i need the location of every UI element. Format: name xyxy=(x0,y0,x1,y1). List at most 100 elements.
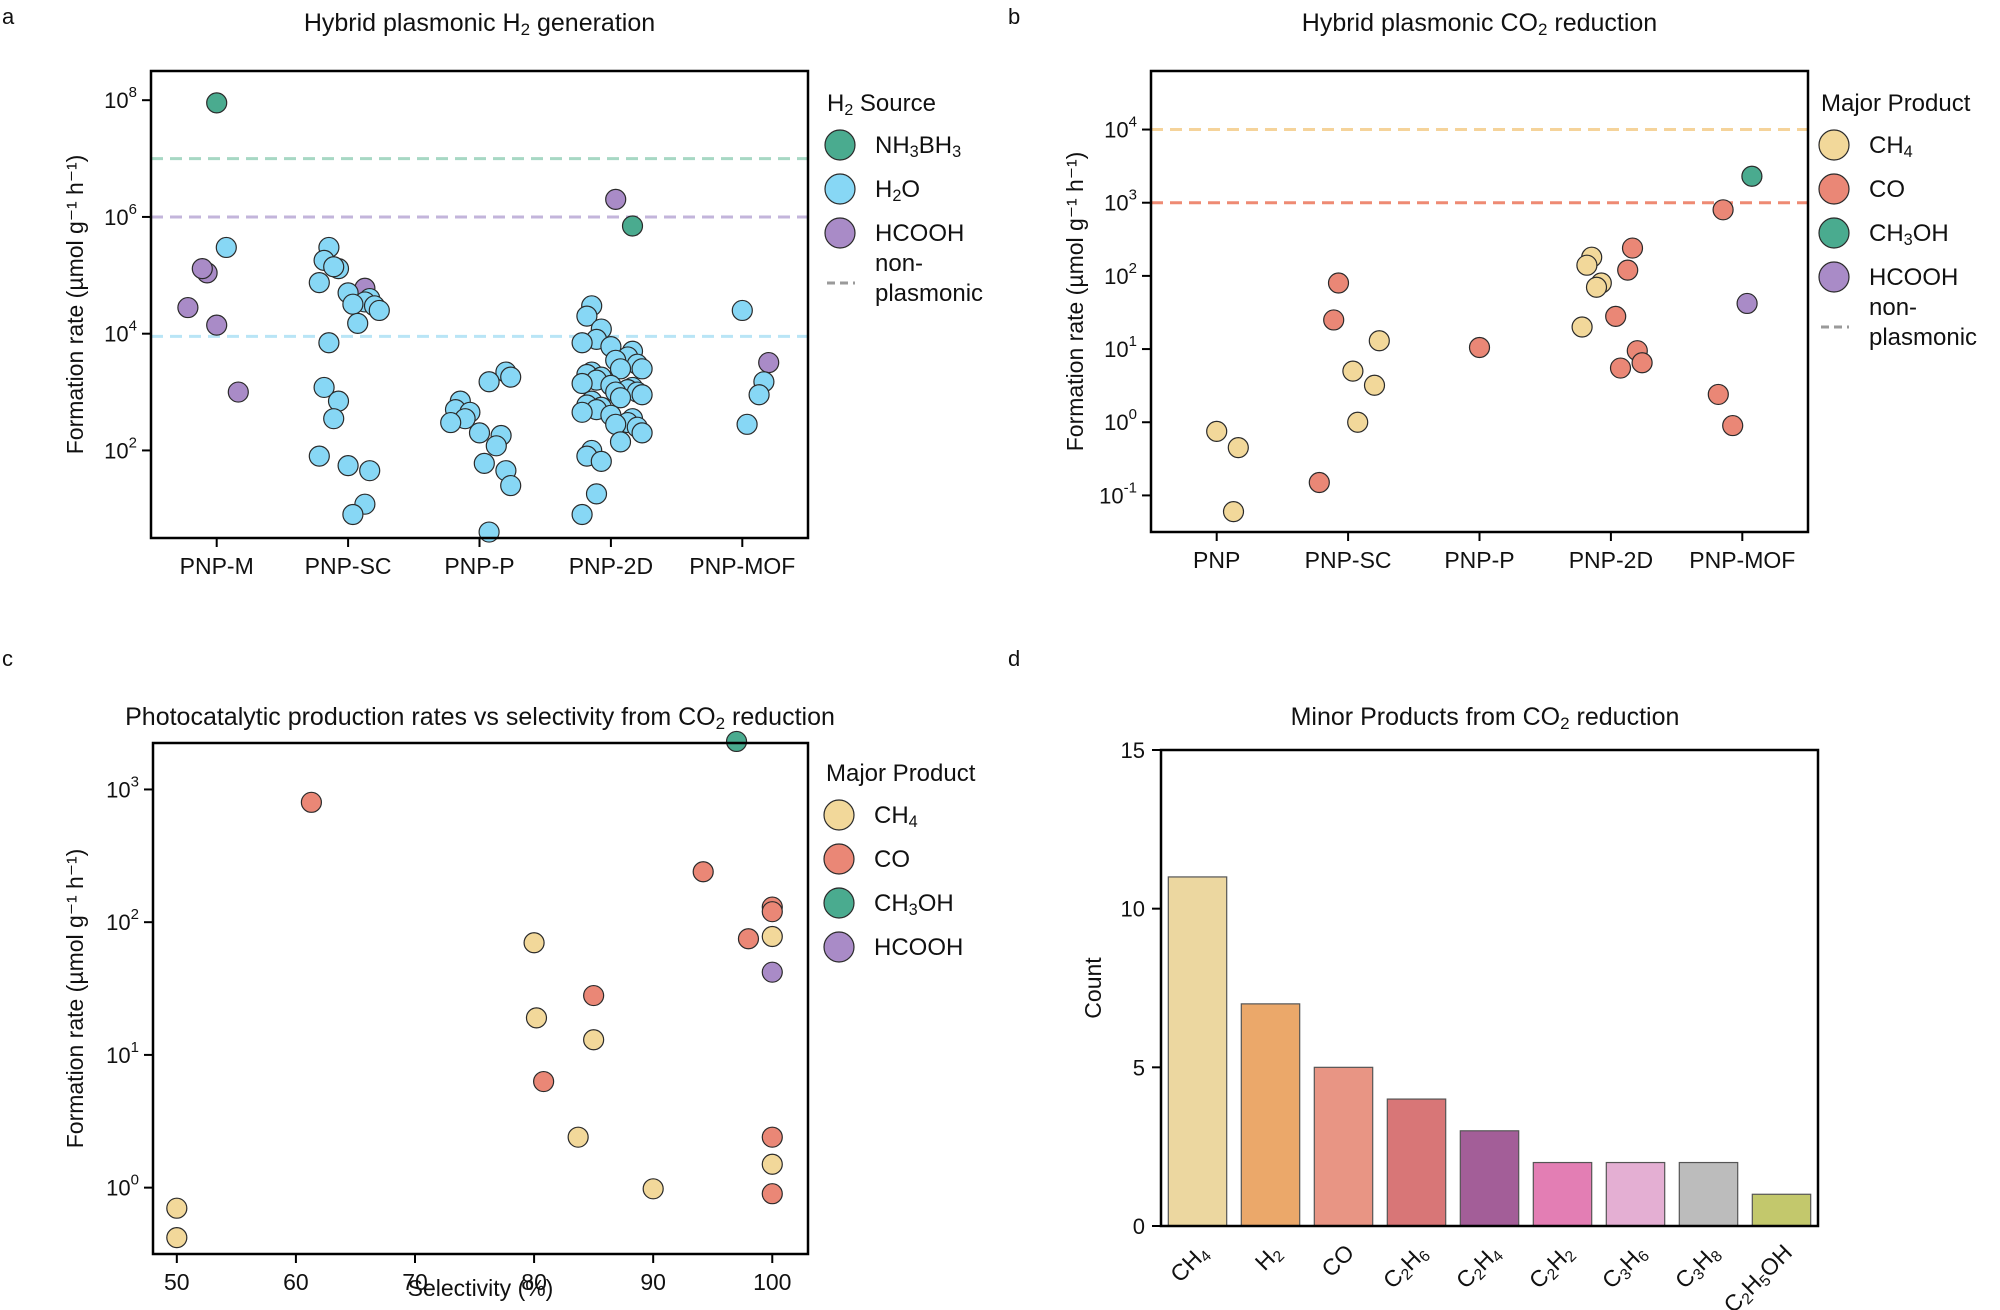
legend-label-CH3OH-part: CH xyxy=(874,890,909,917)
legend-marker-HCOOH xyxy=(824,217,856,249)
legend-label-HCOOH-part: HCOOH xyxy=(874,934,963,961)
data-point-CO xyxy=(533,1070,555,1093)
y-tick-label-exp: 2 xyxy=(1129,260,1137,277)
y-tick-label-base: 10 xyxy=(1104,118,1128,143)
y-tick-label: 102 xyxy=(104,434,137,463)
legend-label-NH3BH3-part: NH xyxy=(875,132,910,159)
x-category-label: PNP xyxy=(1193,547,1240,573)
data-point-CO xyxy=(1712,199,1734,221)
legend-marker-CH3OH xyxy=(823,887,855,919)
data-point-HCOOH xyxy=(227,381,249,403)
y-tick-label: 108 xyxy=(104,84,137,113)
data-point-CO xyxy=(1327,272,1350,294)
y-tick-label-base: 10 xyxy=(104,322,128,347)
data-point-CH4 xyxy=(1363,374,1386,396)
y-tick-label-exp: 4 xyxy=(129,318,137,335)
legend-label-nonplasmonic: non- xyxy=(1869,294,1917,321)
legend-marker-HCOOH xyxy=(1818,261,1850,293)
legend-label-CH3OH-part: 3 xyxy=(1904,231,1913,249)
y-tick-label: 101 xyxy=(106,1039,139,1068)
panel-label-a: a xyxy=(2,4,15,29)
data-point-H2O xyxy=(576,305,598,327)
y-tick-label: 101 xyxy=(1104,333,1137,362)
data-point-H2O xyxy=(347,312,369,335)
data-point-H2O xyxy=(342,503,364,526)
y-tick-label-exp: 8 xyxy=(129,84,137,101)
legend-marker-H2O xyxy=(824,173,856,205)
data-point-CO xyxy=(761,1126,783,1148)
data-point-H2O xyxy=(609,387,632,409)
y-tick-label: 106 xyxy=(104,201,137,230)
plot-frame xyxy=(1159,748,1820,1228)
data-point-CO xyxy=(761,901,783,923)
y-tick-label-base: 10 xyxy=(106,777,130,802)
data-point-H2O xyxy=(318,332,340,354)
data-point-CO xyxy=(1468,336,1491,359)
y-tick-label: 102 xyxy=(106,906,139,935)
chart-title: Hybrid plasmonic CO2 reduction xyxy=(1302,9,1657,39)
data-point-H2O xyxy=(736,413,758,435)
legend-label-HCOOH: HCOOH xyxy=(875,220,964,247)
legend-label-HCOOH: HCOOH xyxy=(874,934,963,961)
chart-title-part: 2 xyxy=(716,714,725,733)
x-category-label: PNP-2D xyxy=(1569,547,1653,573)
data-point-CO xyxy=(1323,309,1345,331)
data-point-CH3OH xyxy=(1741,165,1763,187)
data-point-H2O xyxy=(631,358,653,380)
x-category-label: C3H8 xyxy=(1670,1239,1726,1295)
data-point-H2O xyxy=(609,358,632,380)
data-point-CO xyxy=(300,791,322,813)
data-point-H2O xyxy=(731,299,753,322)
y-tick-label: 102 xyxy=(1104,260,1137,289)
chart-title-part: Hybrid plasmonic H xyxy=(304,9,521,37)
x-category-label: CO xyxy=(1316,1239,1359,1282)
legend-label-CH3OH-part: CH xyxy=(1869,220,1904,247)
bar-7 xyxy=(1678,1161,1739,1227)
data-point-H2O xyxy=(631,422,653,444)
y-tick-label-base: 10 xyxy=(1104,264,1128,289)
data-point-CO xyxy=(1707,383,1729,406)
x-category-label: C3H6 xyxy=(1597,1239,1653,1295)
legend-title-part: 2 xyxy=(844,102,853,119)
data-point-CH4 xyxy=(642,1178,664,1200)
y-axis-label: Formation rate (µmol g⁻¹ h⁻¹) xyxy=(62,155,88,455)
legend-title: Major Product xyxy=(1821,90,1971,117)
x-axis-label: Selectivity (%) xyxy=(408,1275,554,1301)
chart-title-part: 2 xyxy=(521,20,530,39)
data-point-H2O xyxy=(473,452,495,474)
legend-title-part: H xyxy=(827,90,844,117)
chart-title-part: Photocatalytic production rates vs selec… xyxy=(125,703,716,731)
x-category-label: H2 xyxy=(1250,1239,1288,1277)
chart-title-part: generation xyxy=(530,9,655,37)
y-tick-label-exp: 0 xyxy=(131,1172,139,1189)
x-category-label: C2H2 xyxy=(1524,1239,1580,1295)
y-tick-label-base: 10 xyxy=(1104,410,1128,435)
y-tick-label-base: 10 xyxy=(1104,337,1128,362)
data-point-H2O xyxy=(571,332,593,354)
data-point-H2O xyxy=(337,454,359,477)
data-point-CO xyxy=(692,861,714,883)
bar-6 xyxy=(1605,1161,1666,1227)
x-tick-label: 60 xyxy=(283,1269,309,1295)
data-point-H2O xyxy=(485,435,507,457)
y-tick-label-exp: 1 xyxy=(1129,333,1137,350)
data-point-CH4 xyxy=(1576,254,1598,276)
data-point-H2O xyxy=(308,445,330,467)
x-category-label: PNP-M xyxy=(180,553,254,579)
bar-5 xyxy=(1532,1161,1593,1227)
data-point-HCOOH xyxy=(191,258,213,280)
y-tick-label-base: 10 xyxy=(104,88,128,113)
legend-label-CH4-part: 4 xyxy=(1904,143,1913,161)
y-tick-label-base: 10 xyxy=(106,910,130,935)
y-tick-label: 15 xyxy=(1121,738,1145,763)
legend-label-CH4: CH4 xyxy=(1869,132,1913,161)
data-point-CH4 xyxy=(761,1153,783,1175)
legend-label-nonplasmonic: plasmonic xyxy=(875,280,983,307)
data-point-CH4 xyxy=(1206,420,1228,442)
data-point-CH4 xyxy=(1585,276,1608,298)
data-point-CH4 xyxy=(523,932,545,954)
data-point-H2O xyxy=(571,372,593,395)
data-point-H2O xyxy=(590,450,612,472)
legend-label-NH3BH3-part: 3 xyxy=(952,143,961,161)
data-point-CH4 xyxy=(1342,360,1364,382)
